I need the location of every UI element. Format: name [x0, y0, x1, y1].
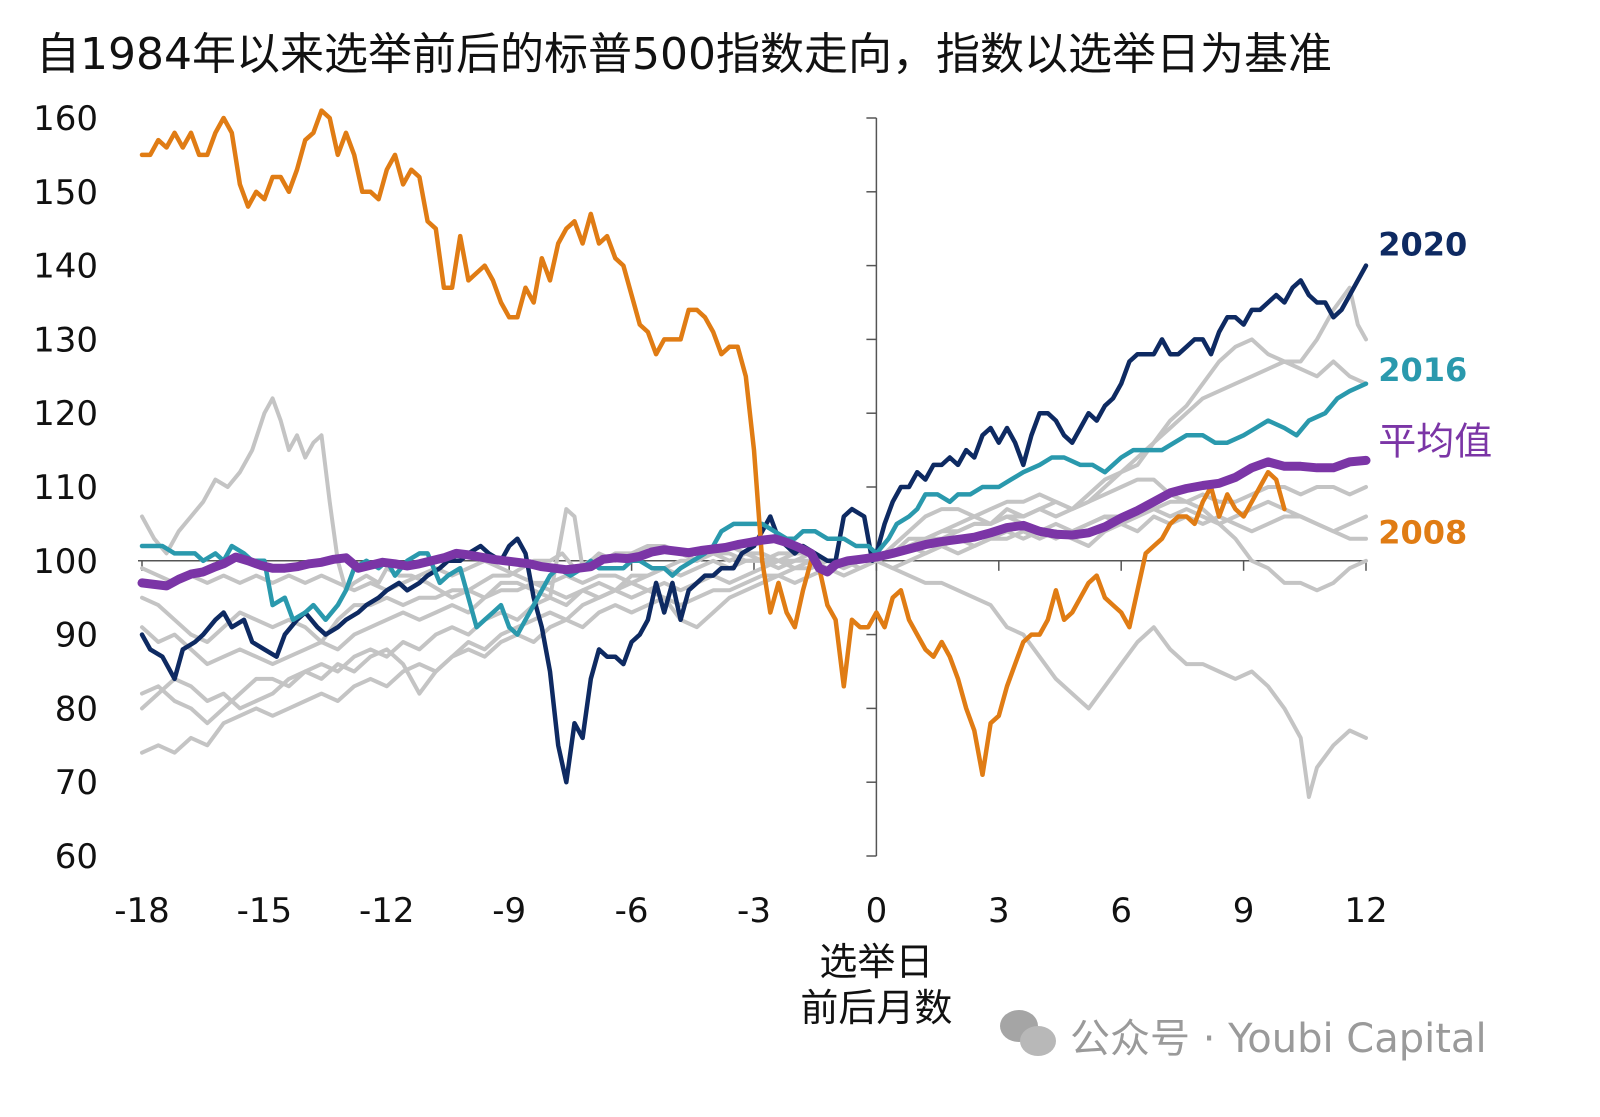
watermark: 公众号 · Youbi Capital [1000, 1006, 1487, 1064]
y-tick-label: 120 [33, 394, 98, 434]
x-tick-label: -12 [359, 891, 415, 931]
series-line-grey [140, 359, 1368, 667]
x-tick-label: -9 [492, 891, 526, 931]
series-line-2008 [139, 108, 1287, 778]
y-tick-label: 80 [55, 689, 98, 729]
series-line-2020 [139, 263, 1369, 785]
x-tick-label: 9 [1233, 891, 1255, 931]
y-tick-label: 100 [33, 542, 98, 582]
x-tick-label: 3 [988, 891, 1010, 931]
wechat-icon [1000, 1010, 1058, 1060]
chart-title: 自1984年以来选举前后的标普500指数走向，指数以选举日为基准 [36, 29, 1332, 80]
y-tick-label: 90 [55, 616, 98, 656]
x-axis-label-line: 选举日 [819, 940, 933, 984]
y-tick-label: 130 [33, 320, 98, 360]
x-tick-label: -18 [114, 891, 170, 931]
x-tick-label: 12 [1344, 891, 1387, 931]
y-tick-label: 140 [33, 247, 98, 287]
x-tick-label: 0 [866, 891, 888, 931]
x-axis-label-line: 前后月数 [800, 986, 952, 1030]
series-layer [137, 108, 1371, 799]
series-line-grey [140, 514, 1368, 711]
series-line-平均值 [137, 455, 1371, 591]
series-line-grey [140, 499, 1368, 755]
series-label-2020: 2020 [1378, 225, 1467, 263]
x-tick-label: -3 [737, 891, 771, 931]
series-label-平均值: 平均值 [1378, 420, 1492, 464]
watermark-text: 公众号 · Youbi Capital [1070, 1016, 1487, 1062]
y-tick-label: 60 [55, 837, 98, 877]
y-tick-label: 70 [55, 763, 98, 803]
y-tick-label: 110 [33, 468, 98, 508]
y-tick-label: 160 [33, 99, 98, 139]
series-label-2008: 2008 [1378, 513, 1467, 551]
series-line-2016 [139, 381, 1369, 637]
series-label-2016: 2016 [1378, 351, 1467, 389]
series-labels: 2020 2016 平均值 2008 [1378, 225, 1492, 551]
series-line-grey [140, 485, 1368, 726]
x-tick-label: -6 [615, 891, 649, 931]
x-tick-label: -15 [237, 891, 293, 931]
y-tick-label: 150 [33, 173, 98, 213]
x-tick-label: 6 [1110, 891, 1132, 931]
